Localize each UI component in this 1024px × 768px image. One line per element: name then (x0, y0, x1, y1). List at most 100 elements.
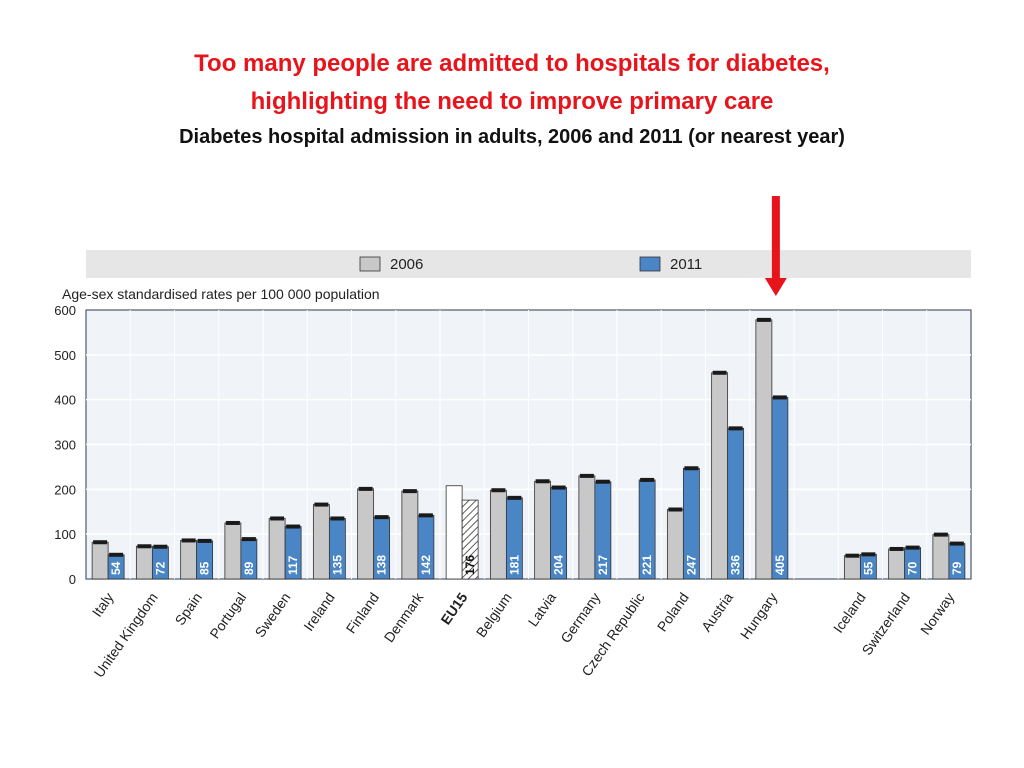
y-axis-label: Age-sex standardised rates per 100 000 p… (62, 286, 380, 302)
bars: 54 72 85 89 117 135 138 142 176 181 204 217 221 247 33… (91, 317, 966, 580)
error-bar (905, 545, 920, 550)
y-tick-label: 0 (69, 572, 76, 587)
error-bar (889, 546, 904, 551)
chart-title-line-2: highlighting the need to improve primary… (250, 88, 774, 115)
bar-value-label: 204 (552, 555, 566, 575)
bar-value-label: 176 (463, 555, 477, 575)
error-bar (712, 370, 727, 375)
bar-2006-sweden (268, 518, 286, 580)
error-bar (949, 541, 964, 546)
error-bar (225, 520, 240, 525)
legend: 2006 2011 (359, 256, 702, 273)
bar-value-label: 79 (950, 561, 964, 575)
chart-title-line-1: Too many people are admitted to hospital… (194, 50, 830, 77)
bar-2006-italy (91, 541, 109, 580)
bar-2006-latvia (534, 480, 552, 580)
x-tick-label: Austria (698, 589, 736, 634)
error-bar (491, 488, 506, 493)
bar-value-label: 72 (153, 561, 167, 575)
error-bar (374, 515, 389, 520)
x-tick-label: Portugal (206, 590, 249, 642)
error-bar (684, 466, 699, 471)
gridlines (86, 310, 971, 579)
highlight-arrow (764, 196, 787, 296)
x-tick-label: Iceland (830, 590, 869, 636)
x-tick-label: EU15 (437, 589, 470, 627)
bar-value-label: 70 (906, 561, 920, 575)
bar-value-label: 142 (419, 555, 433, 575)
bar-2006-switzerland (888, 548, 906, 580)
bar-2006-finland (357, 488, 375, 580)
y-tick-label: 200 (54, 482, 76, 497)
error-bar (595, 479, 610, 484)
x-tick-label: Denmark (381, 589, 427, 646)
bar-2006-austria (711, 372, 729, 580)
error-bar (137, 544, 152, 549)
bar-2006-ireland (312, 504, 330, 580)
error-bar (772, 395, 787, 400)
bar-value-label: 181 (507, 555, 521, 575)
y-tick-label: 500 (54, 348, 76, 363)
bar-value-label: 336 (729, 555, 743, 575)
chart-subtitle: Diabetes hospital admission in adults, 2… (179, 126, 845, 148)
error-bar (640, 477, 655, 482)
x-tick-label: Sweden (251, 590, 293, 641)
error-bar (933, 532, 948, 537)
bar-2006-norway (932, 534, 950, 580)
error-bar (861, 552, 876, 557)
x-tick-label: Germany (557, 590, 603, 646)
x-tick-label: Ireland (300, 590, 338, 634)
bar-value-label: 221 (640, 555, 654, 575)
bar-value-label: 138 (375, 555, 389, 575)
bar-2006-denmark (401, 490, 419, 580)
x-tick-label: Norway (917, 590, 957, 638)
bar-value-label: 89 (242, 561, 256, 575)
bar-value-label: 217 (596, 555, 610, 575)
error-bar (93, 540, 108, 545)
bar-2006-eu15 (445, 485, 463, 580)
bar-2006-iceland (843, 555, 861, 580)
bar-2006-portugal (224, 522, 242, 580)
arrow-shaft (771, 196, 780, 278)
error-bar (241, 537, 256, 542)
error-bar (153, 544, 168, 549)
error-bar (845, 553, 860, 558)
bar-value-label: 247 (684, 555, 698, 575)
legend-swatch-2006 (359, 256, 381, 272)
legend-label-2011: 2011 (670, 256, 702, 273)
error-bar (286, 524, 301, 529)
bar-2006-belgium (489, 489, 507, 580)
bar-2011-eu15 (461, 499, 479, 580)
error-bar (270, 516, 285, 521)
bar-value-label: 135 (330, 555, 344, 575)
error-bar (551, 485, 566, 490)
bar-2006-hungary (755, 319, 773, 580)
error-bar (314, 502, 329, 507)
error-bar (330, 516, 345, 521)
bar-2011-hungary (771, 397, 789, 580)
y-tick-label: 400 (54, 393, 76, 408)
x-tick-label: Poland (654, 590, 692, 635)
x-tick-label: Italy (89, 590, 117, 620)
x-tick-label: Belgium (473, 590, 515, 641)
error-bar (358, 486, 373, 491)
y-tick-label: 600 (54, 303, 76, 318)
error-bar (418, 513, 433, 518)
error-bar (181, 538, 196, 543)
error-bar (668, 507, 683, 512)
bar-value-label: 55 (861, 561, 875, 575)
x-tick-label: Finland (343, 590, 382, 637)
error-bar (579, 473, 594, 478)
error-bar (728, 426, 743, 431)
error-bar (535, 479, 550, 484)
bar-2006-germany (578, 475, 596, 580)
error-bar (402, 489, 417, 494)
bar-value-label: 117 (286, 555, 300, 575)
legend-swatch-2011 (639, 256, 661, 272)
error-bar (109, 552, 124, 557)
x-tick-label: Latvia (525, 589, 560, 629)
bar-2006-united-kingdom (135, 545, 153, 580)
legend-label-2006: 2006 (390, 256, 423, 273)
